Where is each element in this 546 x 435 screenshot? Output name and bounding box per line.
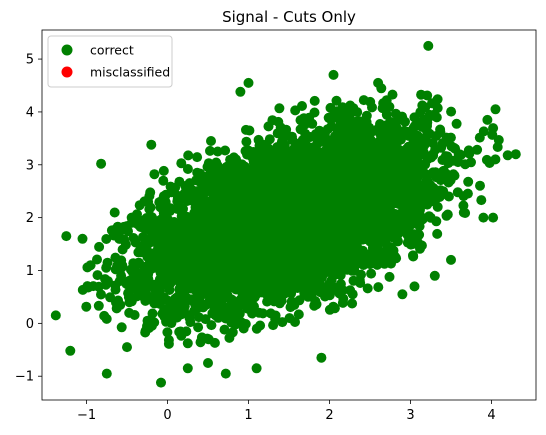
data-point — [117, 322, 127, 332]
data-point — [311, 297, 321, 307]
data-point — [453, 187, 463, 197]
data-point — [287, 297, 297, 307]
data-point — [273, 296, 283, 306]
data-point — [94, 242, 104, 252]
data-point — [183, 164, 193, 174]
data-point — [476, 195, 486, 205]
data-point — [255, 141, 265, 151]
data-point — [373, 282, 383, 292]
data-point — [101, 280, 111, 290]
data-point — [432, 112, 442, 122]
data-point — [164, 335, 174, 345]
data-point — [181, 326, 191, 336]
data-point — [300, 129, 310, 139]
data-point — [391, 139, 401, 149]
data-point — [241, 319, 251, 329]
data-point — [101, 234, 111, 244]
data-point — [362, 111, 372, 121]
data-point — [352, 107, 362, 117]
data-point — [185, 178, 195, 188]
data-point — [205, 146, 215, 156]
data-point — [174, 177, 184, 187]
data-point — [347, 266, 357, 276]
data-point — [482, 155, 492, 165]
data-point — [385, 272, 395, 282]
data-point — [124, 308, 134, 318]
data-point — [103, 258, 113, 268]
data-point — [475, 181, 485, 191]
data-point — [422, 91, 432, 101]
data-point — [210, 165, 220, 175]
data-point — [144, 191, 154, 201]
data-point — [135, 280, 145, 290]
data-point — [273, 117, 283, 127]
data-point — [105, 292, 115, 302]
data-point — [191, 304, 201, 314]
data-point — [264, 121, 274, 131]
data-point — [211, 310, 221, 320]
data-point — [121, 279, 131, 289]
chart-title: Signal - Cuts Only — [222, 8, 356, 26]
data-point — [438, 186, 448, 196]
data-point — [224, 333, 234, 343]
data-point — [96, 290, 106, 300]
data-point — [277, 317, 287, 327]
data-point — [142, 321, 152, 331]
data-point — [149, 169, 159, 179]
data-point — [299, 113, 309, 123]
data-point — [226, 318, 236, 328]
points-layer — [51, 41, 521, 388]
data-point — [110, 208, 120, 218]
data-point — [463, 177, 473, 187]
data-point — [206, 320, 216, 330]
data-point — [124, 297, 134, 307]
data-point — [347, 299, 357, 309]
data-point — [112, 303, 122, 313]
data-point — [423, 170, 433, 180]
data-point — [460, 208, 470, 218]
data-point — [307, 119, 317, 129]
data-point — [102, 314, 112, 324]
data-point — [274, 103, 284, 113]
data-point — [244, 126, 254, 136]
data-point — [159, 166, 169, 176]
data-point — [220, 146, 230, 156]
data-point — [294, 309, 304, 319]
data-point — [310, 108, 320, 118]
data-point — [94, 301, 104, 311]
data-point — [158, 176, 168, 186]
data-point — [169, 217, 179, 227]
data-point — [129, 233, 139, 243]
data-point — [135, 200, 145, 210]
data-point — [197, 332, 207, 342]
data-point — [179, 305, 189, 315]
data-point — [206, 136, 216, 146]
data-point — [452, 119, 462, 129]
data-point — [310, 96, 320, 106]
data-point — [81, 302, 91, 312]
data-point — [463, 189, 473, 199]
data-point — [241, 137, 251, 147]
